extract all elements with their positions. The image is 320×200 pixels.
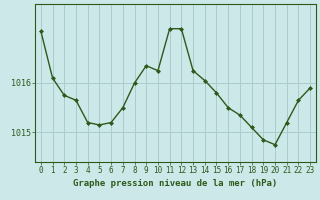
X-axis label: Graphe pression niveau de la mer (hPa): Graphe pression niveau de la mer (hPa): [73, 179, 278, 188]
